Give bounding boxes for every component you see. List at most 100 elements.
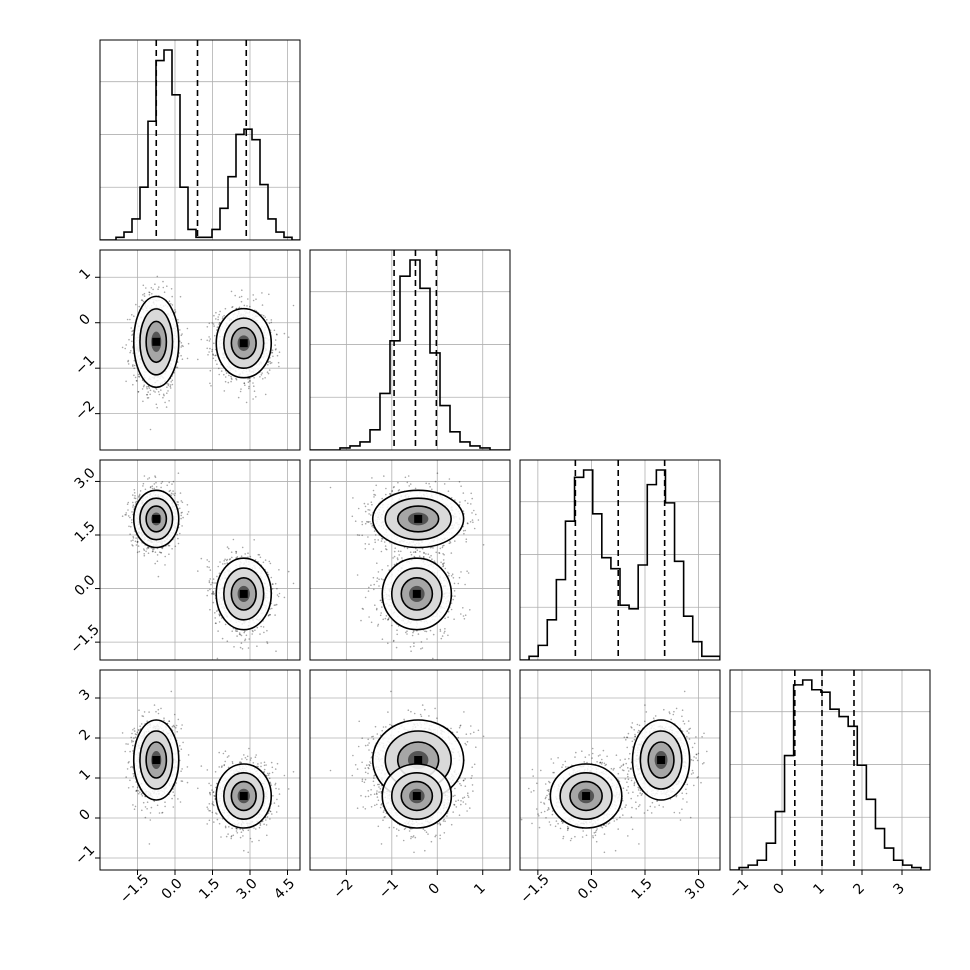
sample-point	[208, 336, 210, 338]
sample-point	[176, 366, 179, 369]
sample-point	[169, 384, 172, 386]
sample-point	[238, 633, 241, 636]
sample-point	[208, 351, 210, 353]
sample-point	[164, 401, 166, 404]
sample-point	[253, 377, 255, 379]
sample-point	[137, 391, 140, 393]
sample-point	[180, 342, 183, 344]
sample-point	[267, 361, 270, 364]
sample-point	[209, 588, 211, 591]
sample-point	[145, 550, 147, 553]
sample-point	[127, 363, 130, 365]
sample-point	[213, 592, 215, 595]
sample-point	[470, 492, 473, 495]
sample-point	[147, 478, 149, 480]
sample-point	[164, 555, 166, 558]
sample-point	[393, 550, 396, 553]
sample-point	[174, 492, 176, 495]
sample-point	[271, 588, 274, 590]
sample-point	[174, 311, 177, 313]
sample-point	[146, 546, 149, 549]
sample-point	[214, 334, 216, 337]
sample-point	[153, 487, 156, 490]
sample-point	[154, 475, 156, 477]
sample-point	[180, 514, 182, 517]
sample-point	[221, 637, 224, 640]
sample-point	[216, 363, 218, 366]
sample-point	[133, 359, 136, 362]
sample-point	[275, 650, 277, 652]
sample-point	[218, 322, 221, 324]
sample-point	[143, 384, 145, 387]
sample-point	[210, 385, 212, 387]
sample-point	[166, 392, 168, 395]
sample-point	[149, 428, 152, 431]
sample-point	[385, 548, 387, 550]
sample-point	[138, 495, 140, 498]
sample-point	[253, 390, 256, 393]
sample-point	[214, 359, 217, 362]
sample-point	[248, 638, 250, 640]
sample-point	[258, 554, 261, 556]
sample-point	[212, 354, 215, 356]
sample-point	[249, 555, 252, 558]
sample-point	[209, 347, 211, 350]
sample-point	[223, 390, 226, 392]
sample-point	[145, 386, 148, 388]
sample-point	[392, 486, 395, 489]
sample-point	[217, 318, 219, 321]
panel-content	[100, 40, 300, 240]
sample-point	[374, 494, 377, 496]
sample-point	[271, 349, 274, 352]
sample-point	[230, 290, 233, 293]
sample-point	[180, 512, 183, 514]
sample-point	[177, 537, 179, 540]
sample-point	[127, 360, 129, 363]
sample-point	[278, 592, 281, 595]
sample-point	[261, 292, 263, 294]
sample-point	[224, 307, 227, 310]
sample-point	[136, 551, 139, 554]
sample-point	[132, 506, 134, 508]
sample-point	[142, 385, 145, 388]
sample-point	[170, 492, 173, 495]
histogram-step-line	[310, 259, 510, 450]
sample-point	[206, 339, 208, 342]
sample-point	[262, 314, 265, 317]
sample-point	[244, 384, 246, 387]
sample-point	[215, 354, 217, 357]
sample-point	[245, 401, 248, 404]
sample-point	[132, 504, 135, 507]
sample-point	[243, 631, 245, 634]
sample-point	[125, 344, 127, 346]
sample-point	[239, 633, 242, 636]
sample-point	[219, 614, 221, 616]
sample-point	[177, 321, 180, 324]
sample-point	[213, 314, 215, 317]
sample-point	[172, 490, 174, 492]
sample-point	[278, 365, 280, 368]
sample-point	[149, 486, 152, 488]
sample-point	[262, 626, 265, 628]
sample-point	[220, 617, 223, 619]
panel-1-0: −2−101	[72, 249, 301, 451]
sample-point	[236, 556, 239, 558]
sample-point	[240, 388, 242, 390]
sample-point	[147, 552, 150, 554]
sample-point	[267, 363, 269, 366]
sample-point	[164, 564, 166, 566]
sample-point	[247, 378, 249, 380]
sample-point	[130, 327, 132, 329]
sample-point	[259, 633, 261, 635]
sample-point	[143, 292, 146, 295]
sample-point	[212, 590, 215, 593]
sample-point	[144, 488, 147, 491]
sample-point	[253, 539, 255, 541]
sample-point	[241, 648, 244, 650]
sample-point	[224, 558, 226, 561]
sample-point	[224, 376, 227, 378]
sample-point	[430, 554, 432, 557]
sample-point	[462, 530, 465, 532]
